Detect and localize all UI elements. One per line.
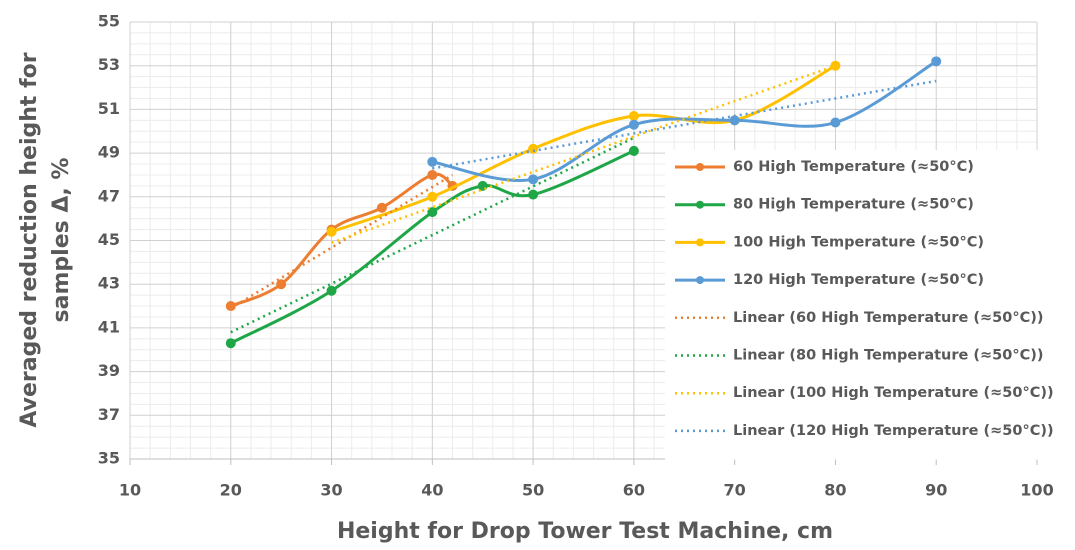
x-tick-label: 100 xyxy=(1020,481,1053,500)
legend-box xyxy=(665,150,1075,460)
legend-label: Linear (120 High Temperature (≈50°C)) xyxy=(733,423,1054,439)
data-point xyxy=(729,115,740,126)
x-tick-label: 60 xyxy=(623,481,645,500)
legend-marker xyxy=(696,238,704,247)
trend-line xyxy=(230,136,635,334)
data-point xyxy=(326,285,337,296)
x-tick-label: 50 xyxy=(522,481,544,500)
legend-marker xyxy=(696,163,704,171)
data-point xyxy=(225,338,236,349)
data-point xyxy=(628,110,639,121)
y-axis-title: samples Δ, % xyxy=(49,158,74,323)
x-tick-label: 40 xyxy=(421,481,443,500)
data-point xyxy=(276,279,287,290)
data-point xyxy=(326,226,337,237)
legend-label: Linear (100 High Temperature (≈50°C)) xyxy=(733,385,1054,401)
y-tick-label: 55 xyxy=(98,12,120,31)
trend-line xyxy=(432,79,937,170)
data-point xyxy=(931,56,942,67)
x-tick-label: 10 xyxy=(119,481,141,500)
data-point xyxy=(528,189,539,200)
data-point xyxy=(225,301,236,312)
x-axis-title: Height for Drop Tower Test Machine, cm xyxy=(337,519,833,544)
trend-line xyxy=(331,64,836,244)
data-point xyxy=(528,143,539,154)
x-tick-label: 70 xyxy=(724,481,746,500)
x-tick-label: 90 xyxy=(925,481,947,500)
legend-marker xyxy=(696,200,704,209)
y-tick-label: 47 xyxy=(98,186,120,205)
y-tick-label: 51 xyxy=(98,99,120,118)
data-point xyxy=(628,145,639,156)
y-tick-label: 53 xyxy=(98,55,120,74)
y-tick-label: 39 xyxy=(98,361,120,380)
data-point xyxy=(427,191,438,202)
y-axis-title: Averaged reduction height for xyxy=(17,52,42,427)
series-line xyxy=(331,64,837,234)
legend-label: Linear (60 High Temperature (≈50°C)) xyxy=(733,310,1044,326)
legend-marker xyxy=(696,276,704,285)
y-tick-label: 37 xyxy=(98,405,120,424)
trend-line xyxy=(230,173,454,310)
series-line xyxy=(230,149,635,345)
legend-label: 60 High Temperature (≈50°C) xyxy=(733,159,974,175)
legend-label: 80 High Temperature (≈50°C) xyxy=(733,197,974,213)
x-tick-label: 20 xyxy=(220,481,242,500)
data-point xyxy=(427,207,438,218)
y-tick-label: 41 xyxy=(98,317,120,336)
y-tick-label: 45 xyxy=(98,230,120,249)
x-tick-label: 30 xyxy=(320,481,342,500)
legend-label: 100 High Temperature (≈50°C) xyxy=(733,234,984,250)
data-point xyxy=(628,119,639,130)
legend-label: 120 High Temperature (≈50°C) xyxy=(733,272,984,288)
data-point xyxy=(830,117,841,128)
data-point xyxy=(427,156,438,167)
y-tick-label: 43 xyxy=(98,274,120,293)
y-tick-label: 35 xyxy=(98,449,120,468)
data-point xyxy=(427,169,438,180)
data-point xyxy=(376,202,387,213)
data-point xyxy=(528,174,539,185)
x-tick-label: 80 xyxy=(824,481,846,500)
legend-label: Linear (80 High Temperature (≈50°C)) xyxy=(733,348,1044,364)
y-tick-label: 49 xyxy=(98,143,120,162)
